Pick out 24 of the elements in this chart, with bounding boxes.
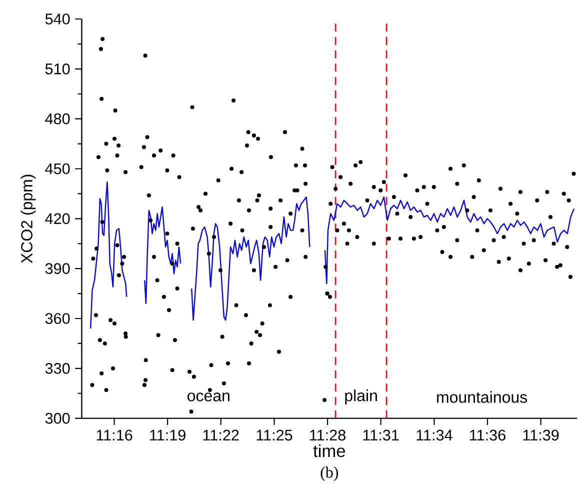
x-tick-label: 11:16 xyxy=(96,430,132,441)
x-tick-label: 11:36 xyxy=(470,430,506,441)
x-tick-label: 11:25 xyxy=(256,430,292,441)
x-axis-title: time xyxy=(313,444,345,458)
x-tick-label: 11:19 xyxy=(150,430,186,441)
x-tick-label: 11:34 xyxy=(416,430,452,441)
y-tick-label: 480 xyxy=(45,113,70,124)
annotation: mountainous xyxy=(437,391,528,403)
y-axis-title: XCO2 (ppm) xyxy=(20,174,36,264)
y-tick-label: 330 xyxy=(45,362,70,374)
y-tick-label: 390 xyxy=(45,263,70,274)
y-tick-label: 510 xyxy=(45,63,70,74)
text: (b) xyxy=(320,466,338,482)
x-tick-label: 11:31 xyxy=(363,430,399,441)
annotation: ocean xyxy=(188,392,230,402)
y-tick-label: 450 xyxy=(45,163,70,174)
annotation: plain xyxy=(345,390,377,404)
y-tick-label: 420 xyxy=(45,213,70,224)
y-tick-label: 300 xyxy=(45,412,70,424)
y-tick-label: 540 xyxy=(45,14,70,24)
x-tick-label: 11:22 xyxy=(203,430,239,440)
x-tick-label: 11:28 xyxy=(310,430,346,441)
y-tick-label: 360 xyxy=(45,313,70,324)
x-tick-label: 11:39 xyxy=(523,430,559,441)
